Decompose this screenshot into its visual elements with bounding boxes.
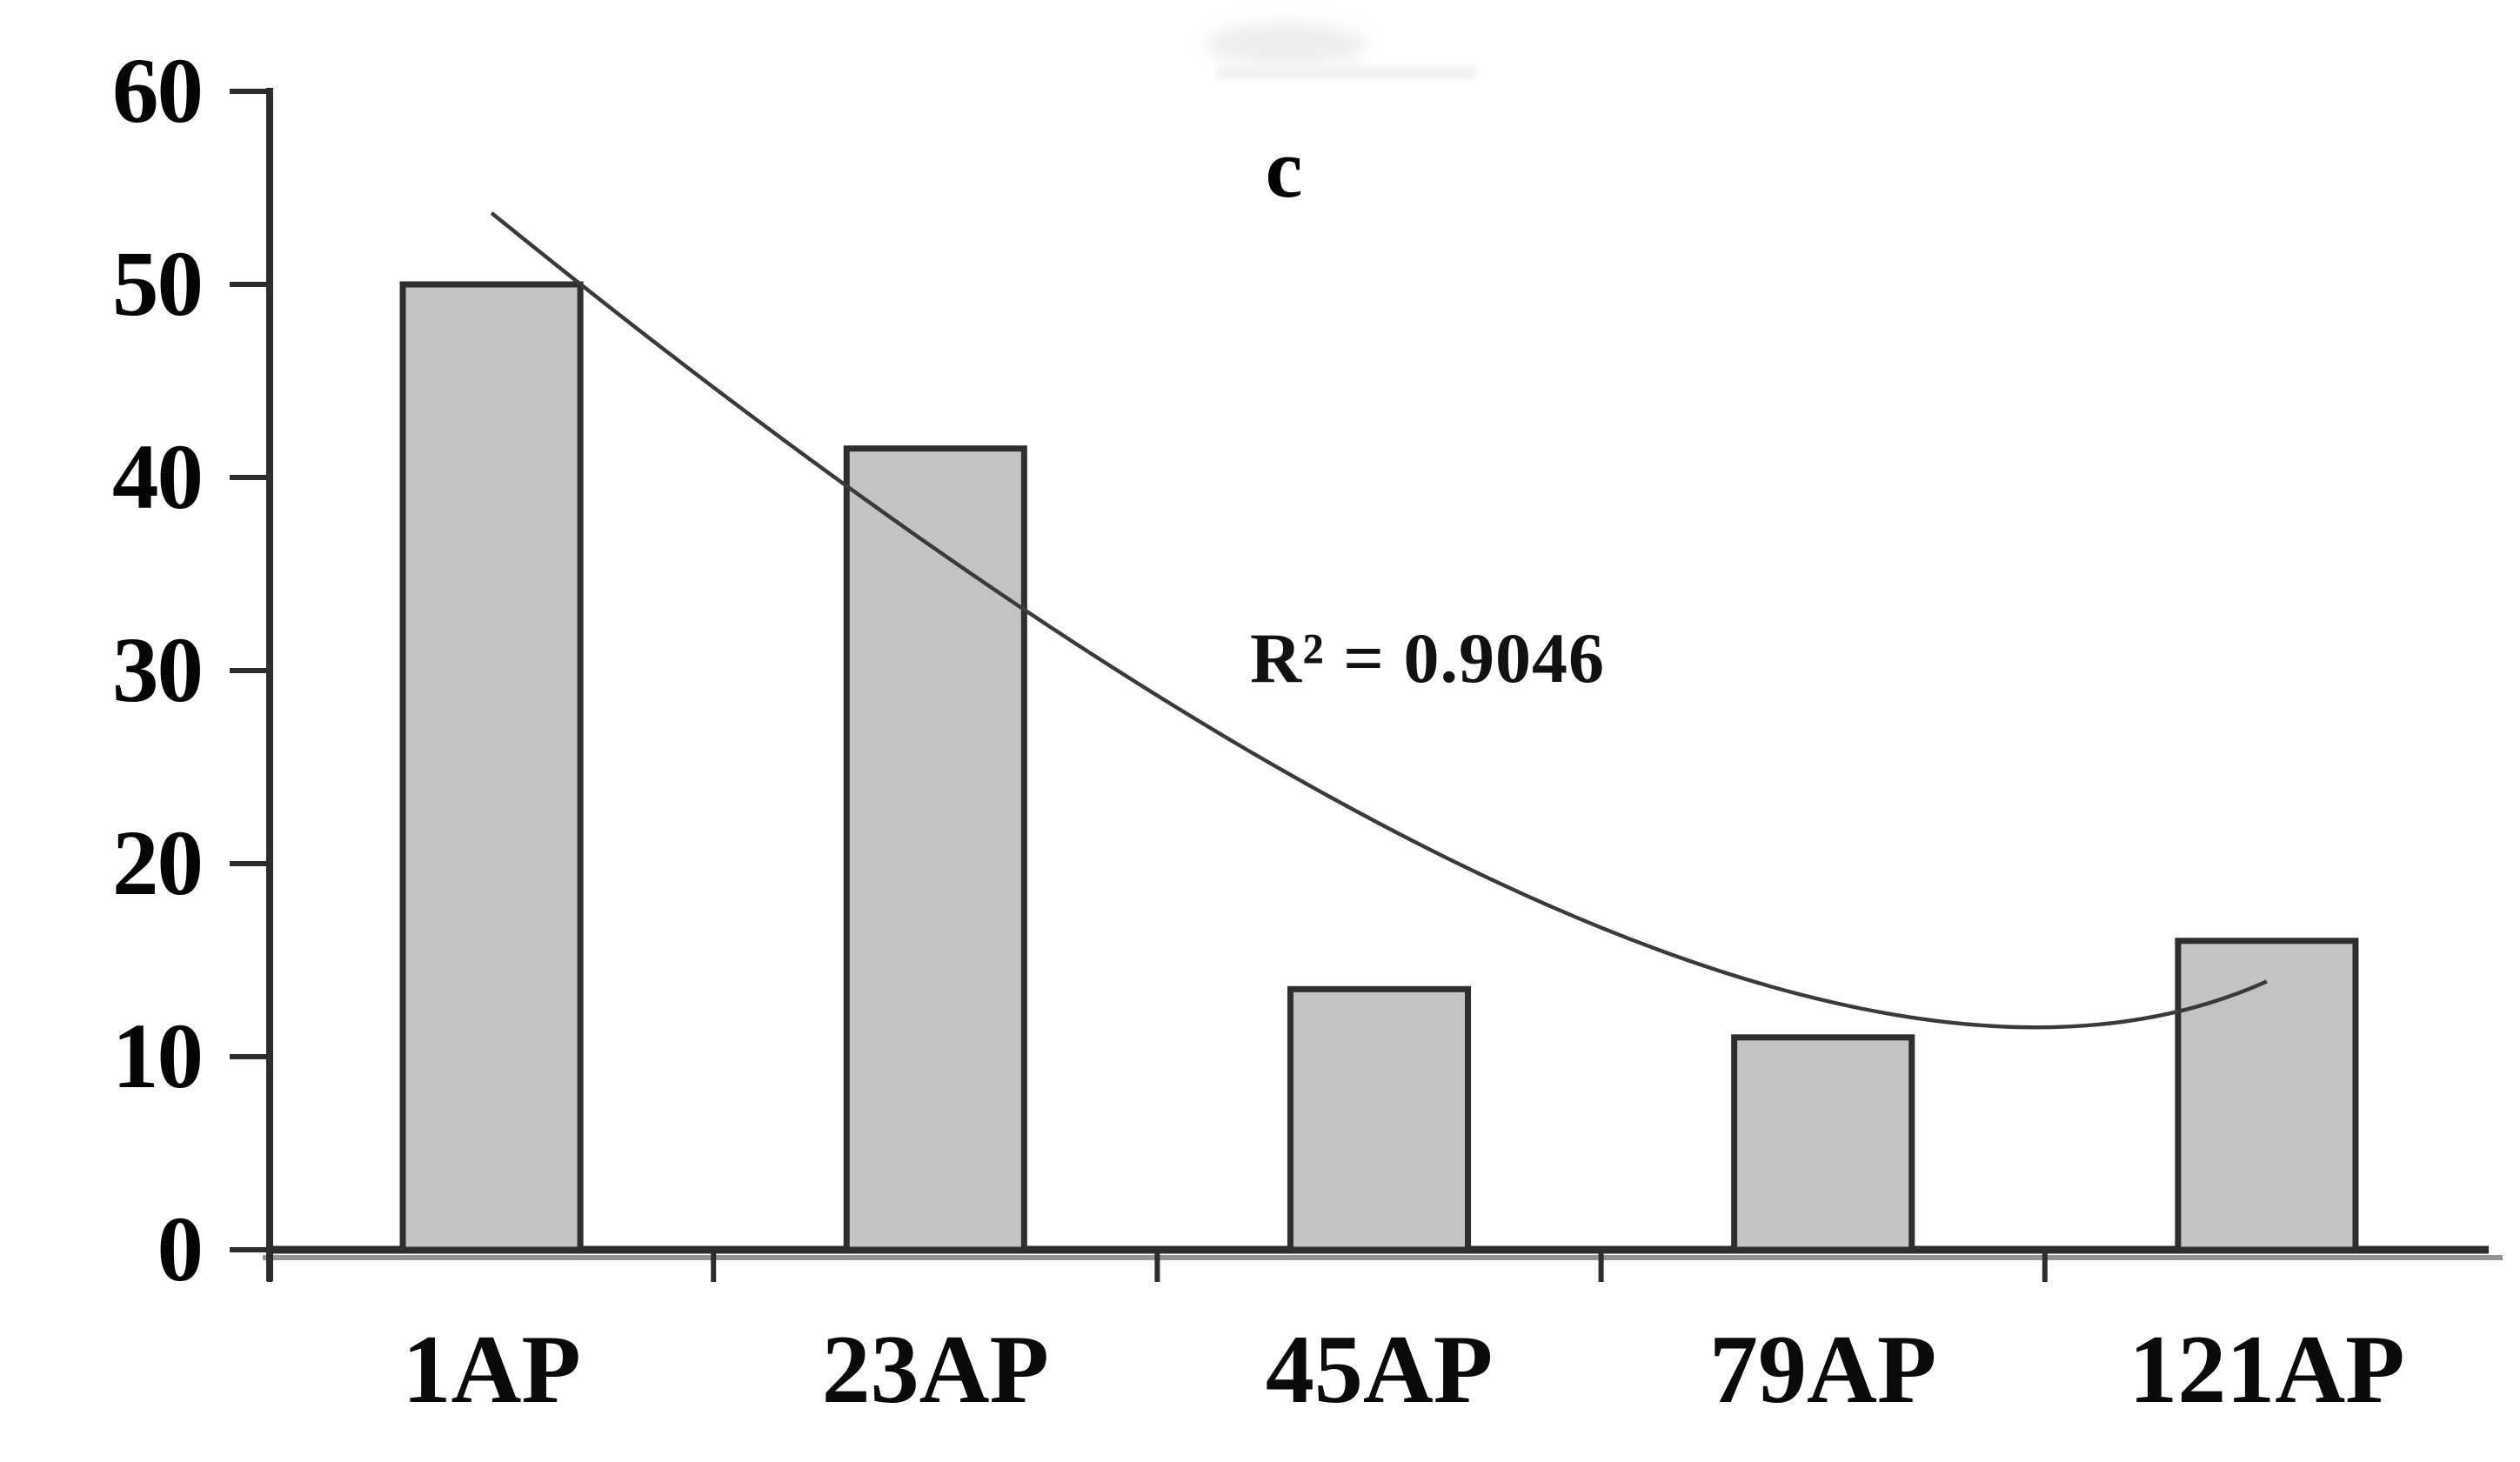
- r-squared-annotation: R² = 0.9046: [1249, 618, 1606, 698]
- bar-79AP: [1731, 1034, 1915, 1253]
- trendline-curve: [490, 211, 2268, 1030]
- x-axis-label-23AP: 23AP: [821, 1316, 1049, 1424]
- y-axis-label-50: 50: [112, 233, 204, 336]
- x-axis-label-121AP: 121AP: [2129, 1316, 2405, 1424]
- panel-label: c: [1265, 122, 1303, 215]
- x-axis-label-1AP: 1AP: [402, 1316, 581, 1424]
- x-axis-label-45AP: 45AP: [1265, 1316, 1494, 1424]
- y-axis-label-0: 0: [157, 1198, 204, 1301]
- bar-1AP: [399, 281, 584, 1253]
- y-axis-label-60: 60: [112, 40, 204, 143]
- bar-45AP: [1287, 985, 1472, 1253]
- y-axis-label-40: 40: [112, 426, 204, 529]
- y-axis-label-30: 30: [112, 619, 204, 722]
- y-axis-label-10: 10: [112, 1005, 204, 1108]
- trendline-path: [490, 211, 2268, 1030]
- y-axis-label-20: 20: [112, 812, 204, 915]
- axes: [230, 88, 2503, 1282]
- bar-series: [399, 281, 2359, 1253]
- x-axis-label-79AP: 79AP: [1709, 1316, 1937, 1424]
- bar-121AP: [2175, 938, 2359, 1253]
- scan-artifact-streak: [1216, 66, 1477, 78]
- scan-artifact-smudge: [1206, 23, 1367, 66]
- bar-23AP: [843, 445, 1027, 1253]
